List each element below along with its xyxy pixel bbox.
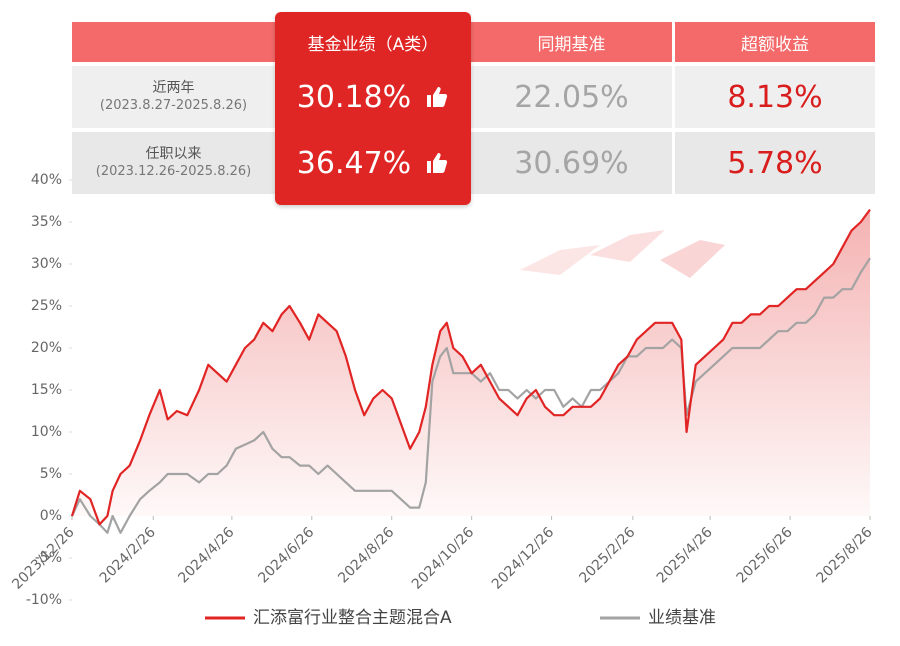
y-tick-label: 30% bbox=[31, 256, 62, 272]
header-cell: 超额收益 bbox=[675, 22, 875, 62]
y-tick-label: 20% bbox=[31, 340, 62, 356]
y-tick-label: -5% bbox=[35, 550, 62, 566]
x-tick-label: 2025/4/26 bbox=[654, 524, 716, 586]
series-line bbox=[70, 208, 871, 526]
fund-cell: 30.18% bbox=[275, 66, 471, 128]
thumbs-up-icon bbox=[427, 87, 448, 107]
header-cell: 基金业绩（A类） bbox=[307, 34, 439, 55]
period: 近两年 bbox=[152, 80, 195, 96]
header-blank bbox=[72, 22, 275, 62]
decor-arrows bbox=[520, 230, 725, 278]
y-tick-label: 35% bbox=[31, 214, 62, 230]
series-line bbox=[71, 257, 871, 534]
period-range: (2023.8.27-2025.8.26) bbox=[99, 98, 248, 113]
x-tick-label: 2023/12/26 bbox=[9, 524, 77, 592]
x-tick-label: 2024/4/26 bbox=[175, 524, 237, 586]
y-tick-label: 10% bbox=[31, 424, 62, 440]
y-tick-label: 25% bbox=[31, 298, 62, 314]
benchmark-value: 30.69% bbox=[471, 132, 674, 194]
y-tick-label: -10% bbox=[26, 592, 62, 608]
fund-cell: 36.47% bbox=[275, 132, 471, 194]
thumbs-up-icon bbox=[427, 153, 448, 173]
y-tick-label: 5% bbox=[40, 466, 62, 482]
header-cell: 同期基准 bbox=[471, 22, 674, 62]
x-tick-label: 2025/8/26 bbox=[814, 524, 876, 586]
legend-label: 汇添富行业整合主题混合A bbox=[253, 608, 452, 628]
period: 任职以来 bbox=[145, 146, 202, 162]
x-tick-label: 2024/6/26 bbox=[255, 524, 317, 586]
y-tick-label: 15% bbox=[31, 382, 62, 398]
legend-label: 业绩基准 bbox=[648, 608, 716, 628]
period-cell: 近两年 (2023.8.27-2025.8.26) bbox=[72, 66, 275, 128]
period-range: (2023.12.26-2025.8.26) bbox=[95, 164, 252, 179]
y-tick-label: 40% bbox=[31, 172, 62, 188]
x-tick-label: 2024/10/26 bbox=[409, 524, 477, 592]
benchmark-value: 22.05% bbox=[471, 66, 674, 128]
fund-value: 30.18% bbox=[296, 79, 412, 115]
fund-value: 36.47% bbox=[296, 145, 412, 181]
x-tick-label: 2024/12/26 bbox=[489, 524, 557, 592]
excess-value: 5.78% bbox=[675, 132, 875, 194]
y-tick-label: 0% bbox=[40, 508, 62, 524]
period-cell: 任职以来 (2023.12.26-2025.8.26) bbox=[72, 132, 275, 194]
x-tick-label: 2025/6/26 bbox=[734, 524, 796, 586]
x-tick-label: 2024/2/26 bbox=[97, 524, 159, 586]
x-tick-label: 2024/8/26 bbox=[335, 524, 397, 586]
x-tick-label: 2025/2/26 bbox=[576, 524, 638, 586]
excess-value: 8.13% bbox=[675, 66, 875, 128]
